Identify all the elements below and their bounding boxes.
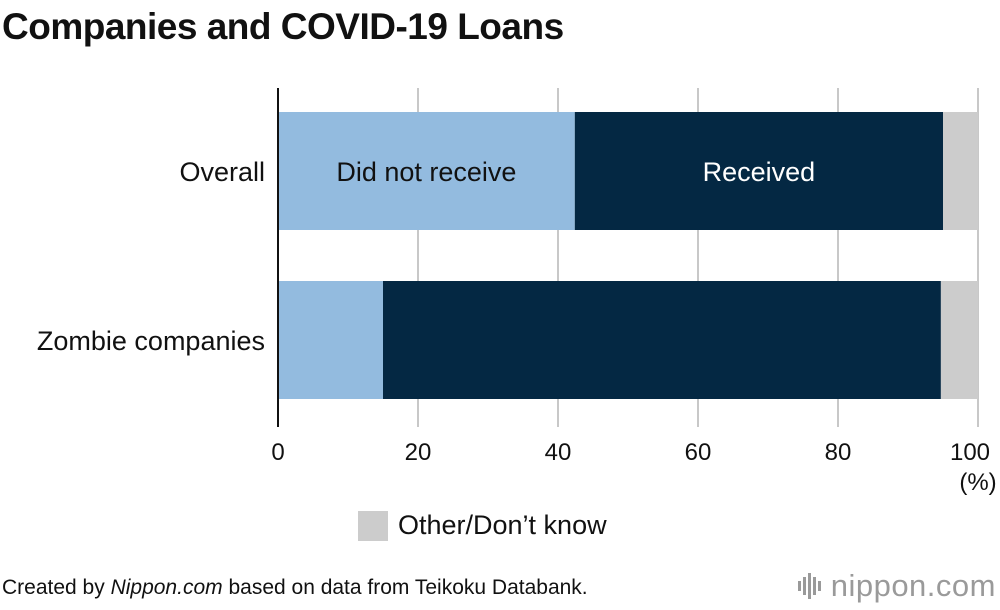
source-note: Created by Nippon.com based on data from… xyxy=(2,576,588,600)
logo-text: nippon xyxy=(830,568,927,603)
legend-label-other: Other/Don’t know xyxy=(398,510,607,540)
bar-0-1 xyxy=(574,112,943,230)
legend: Other/Don’t know xyxy=(358,510,607,541)
segment-label-0: Did not receive xyxy=(336,157,516,187)
logo-tld: com xyxy=(935,568,996,603)
logo-dot: . xyxy=(926,568,936,603)
x-tick-label-5: 100 xyxy=(950,439,990,466)
x-tick-label-0: 0 xyxy=(271,439,284,466)
source-prefix: Created by xyxy=(2,576,111,599)
x-tick-label-4: 80 xyxy=(825,439,852,466)
bar-1-0 xyxy=(278,281,383,399)
legend-swatch-other xyxy=(358,510,388,541)
x-tick-label-1: 20 xyxy=(405,439,432,466)
bar-1-2 xyxy=(940,281,978,399)
category-label-1: Zombie companies xyxy=(37,326,265,356)
stacked-bar-chart: Overall Zombie companies Did not receive Re… xyxy=(37,88,997,496)
segment-label-1: Received xyxy=(703,157,816,187)
x-tick-label-2: 40 xyxy=(545,439,572,466)
source-suffix: based on data from Teikoku Databank. xyxy=(222,576,588,599)
bar-1-1 xyxy=(383,281,941,399)
logo-mark-icon xyxy=(797,573,823,599)
x-tick-label-3: 60 xyxy=(685,439,712,466)
bar-0-0 xyxy=(278,112,575,230)
x-axis-unit: (%) xyxy=(959,469,996,496)
category-label-0: Overall xyxy=(179,157,265,187)
chart-title: Companies and COVID-19 Loans xyxy=(2,6,564,47)
bar-0-2 xyxy=(943,112,978,230)
nippon-logo: nippon. com xyxy=(797,568,996,604)
source-name: Nippon.com xyxy=(110,576,223,599)
